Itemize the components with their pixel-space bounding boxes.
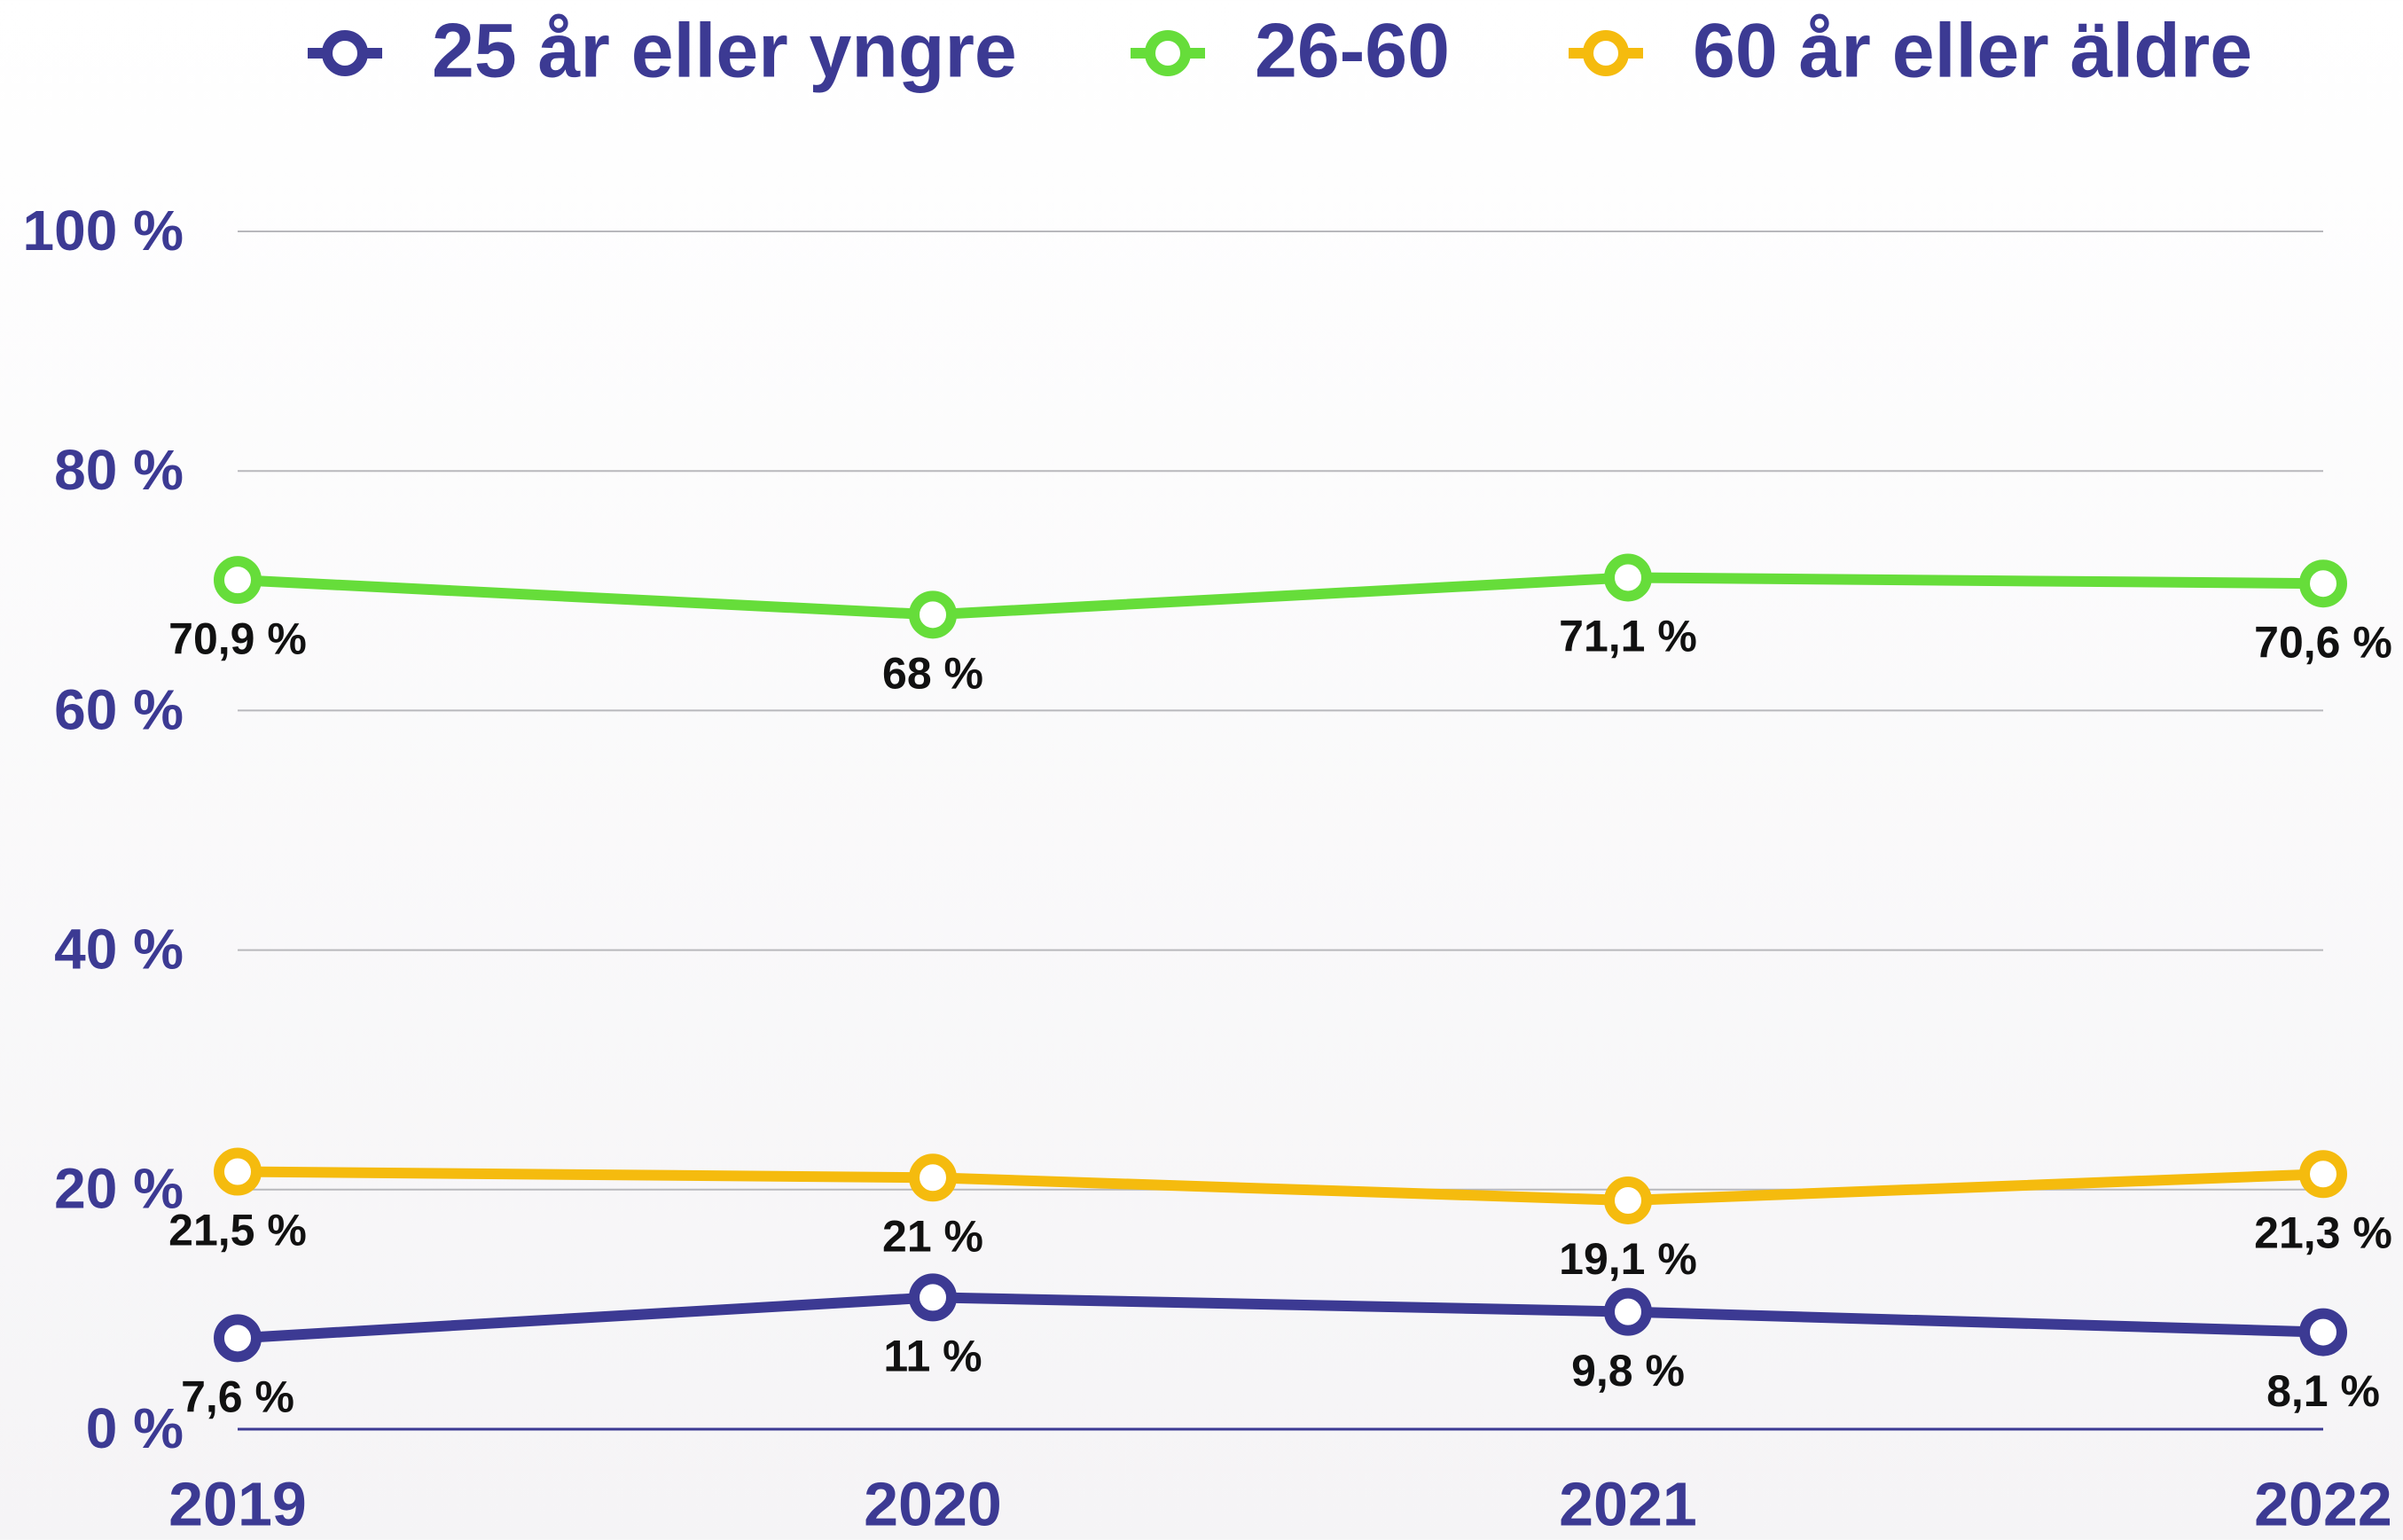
y-tick-label: 60 % bbox=[54, 677, 184, 741]
legend-label: 60 år eller äldre bbox=[1693, 9, 2252, 94]
legend-label: 26-60 bbox=[1255, 9, 1450, 94]
data-label: 21,5 % bbox=[168, 1206, 307, 1255]
data-point bbox=[1604, 1287, 1652, 1336]
x-tick-label: 2021 bbox=[1559, 1469, 1697, 1538]
y-tick-label: 80 % bbox=[54, 438, 184, 502]
legend-marker bbox=[1583, 30, 1629, 76]
data-point bbox=[214, 1314, 262, 1363]
series-line bbox=[237, 1166, 2324, 1206]
data-label: 11 % bbox=[883, 1332, 982, 1381]
data-label: 21 % bbox=[882, 1211, 983, 1261]
data-point bbox=[214, 556, 262, 605]
data-label: 21,3 % bbox=[2254, 1208, 2392, 1257]
data-point bbox=[2299, 559, 2347, 608]
series-line bbox=[237, 1292, 2324, 1344]
data-label: 68 % bbox=[882, 649, 983, 699]
y-tick-label: 0 % bbox=[86, 1396, 184, 1460]
data-point bbox=[1604, 1176, 1652, 1224]
data-point bbox=[214, 1147, 262, 1196]
y-tick-label: 20 % bbox=[54, 1157, 184, 1221]
y-tick-label: 100 % bbox=[23, 199, 184, 262]
data-label: 8,1 % bbox=[2266, 1366, 2380, 1416]
legend-marker bbox=[1145, 30, 1191, 76]
data-point bbox=[909, 590, 957, 639]
data-label: 9,8 % bbox=[1571, 1346, 1685, 1395]
legend-label: 25 år eller yngre bbox=[432, 9, 1017, 94]
series-line bbox=[237, 572, 2324, 621]
data-label: 70,6 % bbox=[2254, 617, 2392, 667]
data-point bbox=[1604, 553, 1652, 602]
data-point bbox=[909, 1273, 957, 1322]
x-tick-label: 2020 bbox=[864, 1469, 1002, 1538]
data-label: 71,1 % bbox=[1559, 612, 1697, 661]
x-tick-label: 2022 bbox=[2254, 1469, 2392, 1538]
data-label: 7,6 % bbox=[181, 1372, 294, 1422]
data-label: 70,9 % bbox=[168, 614, 307, 663]
data-point bbox=[2299, 1308, 2347, 1356]
y-tick-label: 40 % bbox=[54, 918, 184, 981]
data-point bbox=[2299, 1150, 2347, 1199]
data-label: 19,1 % bbox=[1559, 1234, 1697, 1284]
legend-marker bbox=[322, 30, 368, 76]
data-point bbox=[909, 1153, 957, 1202]
x-tick-label: 2019 bbox=[168, 1469, 307, 1538]
